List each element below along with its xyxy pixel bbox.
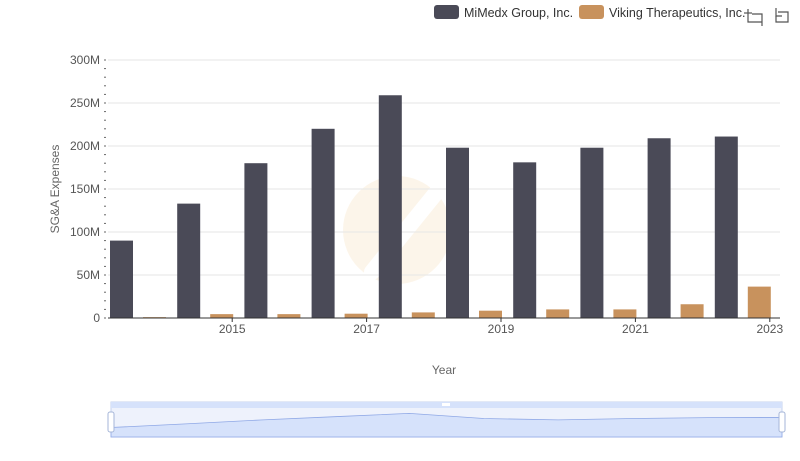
bar-mimedx-2014[interactable] <box>110 240 133 318</box>
bar-mimedx-2022[interactable] <box>647 138 671 318</box>
legend-swatch-viking <box>579 5 604 19</box>
bar-viking-2020[interactable] <box>546 309 570 318</box>
data-zoom-slider[interactable] <box>107 401 786 438</box>
y-tick-label: 300M <box>70 53 100 67</box>
x-tick-label: 2021 <box>622 322 649 336</box>
bar-mimedx-2015[interactable] <box>177 203 201 318</box>
y-axis-title: SG&A Expenses <box>48 145 62 234</box>
x-axis-tick-labels: 2015 2017 2019 2021 2023 <box>219 318 783 336</box>
legend-label-mimedx: MiMedx Group, Inc. <box>464 6 573 20</box>
legend-swatch-mimedx <box>434 5 459 19</box>
crop-zoom-icon[interactable] <box>744 9 763 26</box>
bar-viking-2019[interactable] <box>479 310 502 318</box>
y-tick-label: 150M <box>70 182 100 196</box>
bar-mimedx-2019[interactable] <box>446 147 469 318</box>
slider-handle-left[interactable] <box>107 411 115 433</box>
y-tick-label: 250M <box>70 96 100 110</box>
legend-label-viking: Viking Therapeutics, Inc. <box>609 6 745 20</box>
bar-viking-2015[interactable] <box>210 314 234 318</box>
bar-mimedx-2018[interactable] <box>378 95 402 318</box>
legend-item-viking[interactable]: Viking Therapeutics, Inc. <box>579 5 745 20</box>
bar-viking-2023[interactable] <box>747 286 771 318</box>
slider-handle-right[interactable] <box>778 411 786 433</box>
x-axis-title: Year <box>432 363 456 377</box>
x-tick-label: 2017 <box>353 322 380 336</box>
bar-mimedx-2021[interactable] <box>580 147 604 318</box>
y-tick-label: 200M <box>70 139 100 153</box>
bar-mimedx-2023[interactable] <box>714 136 738 318</box>
y-tick-label: 50M <box>77 268 100 282</box>
y-axis-minor-ticks <box>104 59 106 319</box>
bar-mimedx-2020[interactable] <box>513 162 537 318</box>
bar-viking-2022[interactable] <box>680 304 704 318</box>
x-tick-label: 2019 <box>488 322 515 336</box>
bar-mimedx-2016[interactable] <box>244 163 268 318</box>
bar-viking-2017[interactable] <box>344 313 368 318</box>
x-tick-label: 2023 <box>756 322 783 336</box>
bar-viking-2016[interactable] <box>277 314 301 318</box>
y-axis-tick-labels: 0 50M 100M 150M 200M 250M 300M <box>70 53 100 325</box>
y-tick-label: 0 <box>93 311 100 325</box>
bar-mimedx-2017[interactable] <box>311 128 335 318</box>
legend-item-mimedx[interactable]: MiMedx Group, Inc. <box>434 5 573 20</box>
y-tick-label: 100M <box>70 225 100 239</box>
slider-top-grip[interactable] <box>442 403 450 406</box>
bar-viking-2021[interactable] <box>613 309 637 318</box>
x-tick-label: 2015 <box>219 322 246 336</box>
bar-series <box>110 95 771 319</box>
bar-viking-2018[interactable] <box>411 312 435 318</box>
restore-icon[interactable] <box>775 8 789 23</box>
legend: MiMedx Group, Inc. Viking Therapeutics, … <box>434 5 745 20</box>
